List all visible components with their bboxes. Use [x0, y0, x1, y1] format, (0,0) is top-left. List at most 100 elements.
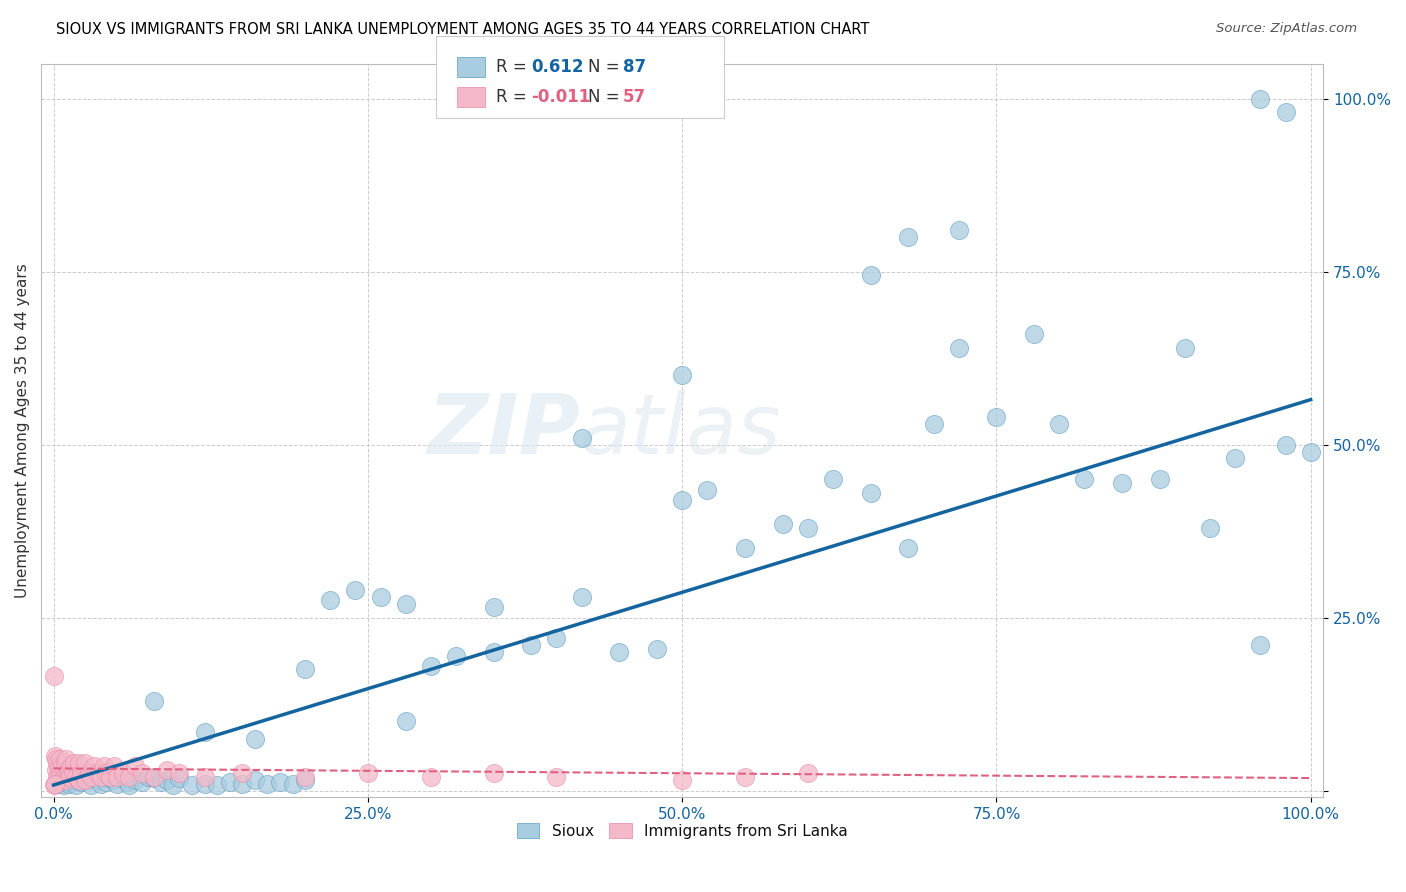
Point	[118, 778, 141, 792]
Point	[797, 520, 820, 534]
Point	[51, 759, 73, 773]
Text: atlas: atlas	[579, 391, 782, 471]
Text: ZIP: ZIP	[427, 391, 579, 471]
Point	[136, 770, 159, 784]
Point	[75, 756, 97, 770]
Point	[1249, 638, 1271, 652]
Text: R =: R =	[496, 88, 533, 106]
Point	[131, 775, 153, 789]
Point	[56, 766, 79, 780]
Point	[53, 756, 76, 770]
Point	[986, 409, 1008, 424]
Point	[734, 541, 756, 556]
Point	[444, 648, 467, 663]
Text: 0.612: 0.612	[531, 58, 583, 76]
Point	[86, 773, 108, 788]
Point	[65, 778, 87, 792]
Point	[897, 541, 920, 556]
Point	[671, 773, 693, 788]
Point	[70, 775, 93, 789]
Point	[115, 775, 138, 789]
Point	[49, 776, 72, 790]
Point	[42, 778, 65, 792]
Point	[395, 597, 418, 611]
Point	[45, 763, 67, 777]
Text: 87: 87	[623, 58, 645, 76]
Point	[93, 759, 115, 773]
Point	[181, 778, 204, 792]
Point	[60, 759, 83, 773]
Point	[734, 770, 756, 784]
Point	[51, 766, 73, 780]
Text: -0.011: -0.011	[531, 88, 591, 106]
Point	[169, 766, 191, 780]
Point	[44, 776, 66, 790]
Point	[218, 775, 240, 789]
Point	[571, 431, 593, 445]
Point	[370, 590, 392, 604]
Point	[948, 223, 970, 237]
Point	[49, 773, 72, 788]
Point	[243, 773, 266, 788]
Point	[65, 770, 87, 784]
Point	[118, 770, 141, 784]
Y-axis label: Unemployment Among Ages 35 to 44 years: Unemployment Among Ages 35 to 44 years	[15, 263, 30, 599]
Point	[1274, 105, 1296, 120]
Point	[80, 778, 103, 792]
Point	[319, 593, 342, 607]
Point	[821, 472, 844, 486]
Point	[105, 770, 128, 784]
Point	[772, 517, 794, 532]
Point	[52, 770, 75, 784]
Point	[1274, 437, 1296, 451]
Point	[98, 771, 121, 785]
Point	[52, 778, 75, 792]
Point	[98, 770, 121, 784]
Point	[111, 766, 134, 780]
Point	[75, 773, 97, 788]
Point	[143, 693, 166, 707]
Point	[294, 663, 316, 677]
Point	[482, 766, 505, 780]
Point	[67, 756, 90, 770]
Text: SIOUX VS IMMIGRANTS FROM SRI LANKA UNEMPLOYMENT AMONG AGES 35 TO 44 YEARS CORREL: SIOUX VS IMMIGRANTS FROM SRI LANKA UNEMP…	[56, 22, 870, 37]
Point	[1225, 451, 1247, 466]
Point	[62, 756, 84, 770]
Point	[62, 766, 84, 780]
Point	[1047, 417, 1070, 431]
Point	[1299, 444, 1322, 458]
Point	[96, 775, 118, 789]
Point	[48, 766, 70, 780]
Point	[77, 773, 100, 788]
Point	[546, 770, 568, 784]
Point	[1199, 520, 1222, 534]
Point	[205, 778, 228, 792]
Point	[105, 776, 128, 790]
Text: N =: N =	[588, 88, 624, 106]
Point	[86, 766, 108, 780]
Point	[62, 773, 84, 788]
Point	[609, 645, 631, 659]
Point	[67, 773, 90, 788]
Point	[645, 641, 668, 656]
Point	[169, 771, 191, 785]
Point	[1174, 341, 1197, 355]
Point	[571, 590, 593, 604]
Point	[1024, 326, 1046, 341]
Point	[1073, 472, 1095, 486]
Point	[90, 776, 112, 790]
Point	[67, 770, 90, 784]
Point	[231, 766, 253, 780]
Point	[357, 766, 380, 780]
Point	[44, 748, 66, 763]
Point	[269, 775, 291, 789]
Point	[55, 773, 77, 788]
Point	[48, 759, 70, 773]
Point	[231, 776, 253, 790]
Point	[103, 759, 125, 773]
Point	[482, 645, 505, 659]
Point	[156, 763, 179, 777]
Point	[520, 638, 543, 652]
Point	[546, 632, 568, 646]
Point	[193, 724, 215, 739]
